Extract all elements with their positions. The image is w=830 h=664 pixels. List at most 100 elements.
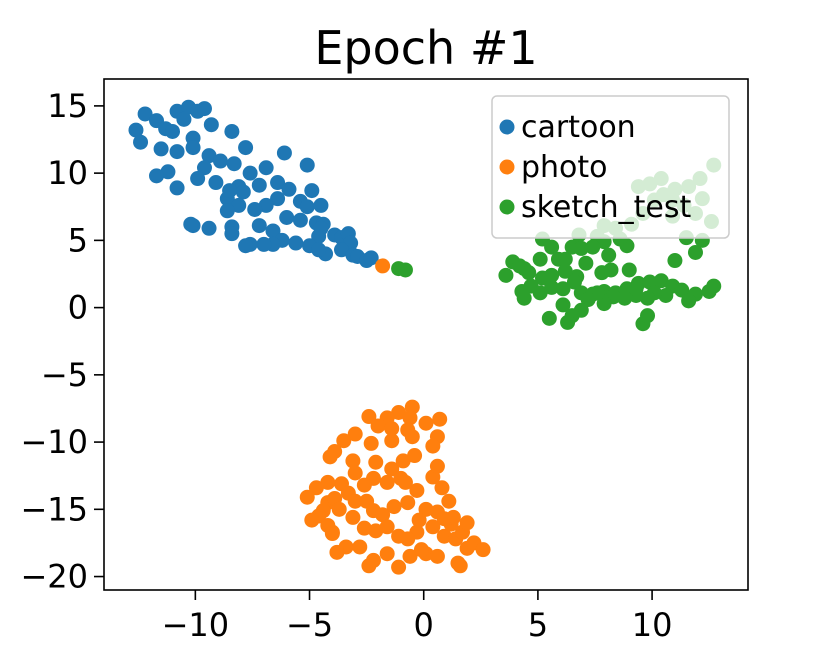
data-point xyxy=(238,238,254,254)
legend-label: photo xyxy=(521,150,608,185)
data-point xyxy=(251,177,267,193)
data-point xyxy=(411,512,427,528)
data-point xyxy=(238,140,254,156)
data-point xyxy=(183,216,199,232)
data-point xyxy=(270,191,286,207)
data-point xyxy=(640,290,656,306)
data-point xyxy=(516,290,532,306)
x-tick-label: 0 xyxy=(414,606,434,644)
data-point xyxy=(361,409,377,425)
data-point xyxy=(459,515,475,531)
data-point xyxy=(653,273,669,289)
data-point xyxy=(329,544,345,560)
data-point xyxy=(336,433,352,449)
x-tick-label: 5 xyxy=(528,606,548,644)
data-point xyxy=(640,308,656,324)
y-tick-label: −10 xyxy=(20,423,88,461)
data-point xyxy=(596,296,612,312)
data-point xyxy=(304,183,320,199)
data-point xyxy=(160,164,176,180)
data-point xyxy=(658,288,674,304)
y-tick-label: −20 xyxy=(20,558,88,596)
data-point xyxy=(299,157,315,173)
data-point xyxy=(375,507,391,523)
data-point xyxy=(308,480,324,496)
data-point xyxy=(397,474,413,490)
legend-box xyxy=(491,95,730,239)
legend-label: cartoon xyxy=(521,110,636,145)
data-point xyxy=(165,123,181,139)
data-point xyxy=(279,210,295,226)
data-points xyxy=(128,99,722,575)
data-point xyxy=(347,465,363,481)
data-point xyxy=(169,144,185,160)
data-point xyxy=(436,511,452,527)
data-point xyxy=(450,555,466,571)
data-point xyxy=(475,542,491,558)
data-point xyxy=(557,251,573,267)
data-point xyxy=(391,404,407,420)
data-point xyxy=(169,180,185,196)
series-photo xyxy=(299,258,491,575)
data-point xyxy=(441,493,457,509)
data-point xyxy=(288,235,304,251)
data-point xyxy=(368,454,384,470)
legend-marker xyxy=(499,159,515,175)
data-point xyxy=(621,262,637,278)
data-point xyxy=(434,480,450,496)
data-point xyxy=(347,426,363,442)
data-point xyxy=(226,156,242,172)
data-point xyxy=(674,282,690,298)
data-point xyxy=(276,145,292,161)
data-point xyxy=(402,548,418,564)
data-point xyxy=(176,111,192,127)
y-tick-label: −15 xyxy=(20,490,88,528)
data-point xyxy=(409,482,425,498)
data-point xyxy=(137,106,153,122)
data-point xyxy=(352,539,368,555)
data-point xyxy=(224,226,240,242)
y-tick-label: 10 xyxy=(47,154,88,192)
x-axis-ticks: −10 −5 0 5 10 xyxy=(162,590,672,644)
data-point xyxy=(425,438,441,454)
data-point xyxy=(311,242,327,258)
data-point xyxy=(534,270,550,286)
legend-items: cartoon photo sketch_test xyxy=(499,110,692,225)
data-point xyxy=(208,175,224,191)
data-point xyxy=(379,519,395,535)
data-point xyxy=(149,168,165,184)
data-point xyxy=(578,255,594,271)
data-point xyxy=(498,267,514,283)
data-point xyxy=(363,435,379,451)
y-tick-label: −5 xyxy=(41,356,88,394)
data-point xyxy=(573,240,589,256)
data-point xyxy=(402,410,418,426)
data-point xyxy=(299,489,315,505)
data-point xyxy=(379,474,395,490)
data-point xyxy=(628,281,644,297)
data-point xyxy=(270,175,286,191)
data-point xyxy=(425,519,441,535)
x-tick-label: −5 xyxy=(286,606,333,644)
data-point xyxy=(256,236,272,252)
data-point xyxy=(322,449,338,465)
data-point xyxy=(706,278,722,294)
data-point xyxy=(201,220,217,236)
data-point xyxy=(541,310,557,326)
data-point xyxy=(265,223,281,239)
data-point xyxy=(345,509,361,525)
legend-marker xyxy=(499,119,515,135)
data-point xyxy=(436,528,452,544)
data-point xyxy=(370,418,386,434)
data-point xyxy=(365,552,381,568)
data-point xyxy=(231,197,247,213)
data-point xyxy=(585,239,601,255)
legend-label: sketch_test xyxy=(521,190,692,225)
data-point xyxy=(429,458,445,474)
data-point xyxy=(258,160,274,176)
data-point xyxy=(560,314,576,330)
data-point xyxy=(222,183,238,199)
data-point xyxy=(418,415,434,431)
data-point xyxy=(566,274,582,290)
